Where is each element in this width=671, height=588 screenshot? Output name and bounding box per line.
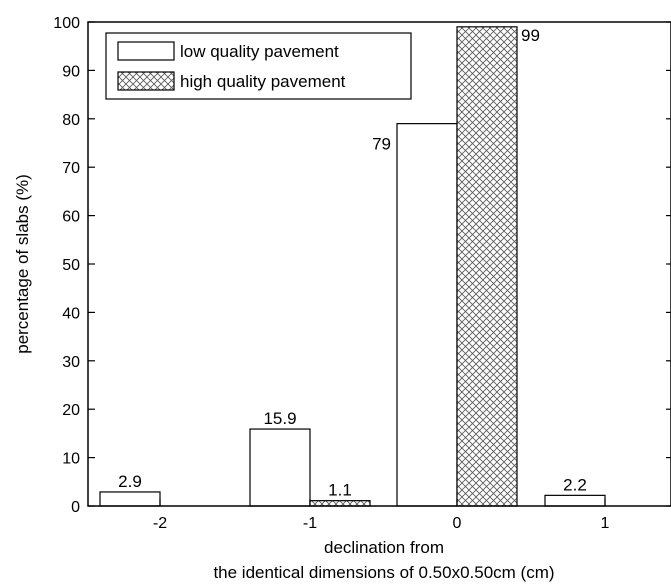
bar-low-quality-1 — [544, 494, 606, 507]
y-tick-label-10: 10 — [62, 451, 80, 468]
x-axis-label-line-1: declination from — [324, 538, 444, 557]
bar-low-quality--1 — [249, 428, 311, 507]
x-axis: -2 -1 0 1 — [153, 499, 610, 532]
bars-group — [99, 26, 606, 507]
data-label-low-quality--2: 2.9 — [118, 472, 142, 491]
y-axis: 0 10 20 30 40 50 60 70 80 90 100 — [53, 15, 671, 516]
y-tick-label-30: 30 — [62, 354, 80, 371]
y-axis-label: percentage of slabs (%) — [13, 174, 32, 354]
y-tick-label-100: 100 — [53, 15, 80, 32]
data-label-high-quality--1: 1.1 — [328, 481, 352, 500]
bar-low-quality--2 — [99, 491, 161, 507]
y-tick-label-50: 50 — [62, 257, 80, 274]
y-tick-label-90: 90 — [62, 63, 80, 80]
data-label-low-quality--1: 15.9 — [263, 409, 296, 428]
y-tick-label-0: 0 — [71, 499, 80, 516]
data-label-low-quality-1: 2.2 — [563, 475, 587, 494]
y-tick-label-40: 40 — [62, 305, 80, 322]
bar-high-quality-0 — [456, 26, 518, 507]
bar-high-quality--1 — [309, 500, 371, 507]
data-labels-group: 2.9 15.9 79 2.2 1.1 99 — [118, 26, 587, 500]
data-label-high-quality-0: 99 — [521, 26, 540, 45]
x-axis-label-line-2: the identical dimensions of 0.50x0.50cm … — [213, 563, 554, 582]
legend: low quality pavement high quality paveme… — [105, 32, 412, 100]
data-label-low-quality-0: 79 — [372, 135, 391, 154]
x-tick-label--2: -2 — [153, 515, 167, 532]
y-tick-label-70: 70 — [62, 160, 80, 177]
bar-low-quality-0 — [396, 123, 458, 507]
x-tick-label--1: -1 — [303, 515, 317, 532]
y-tick-label-20: 20 — [62, 402, 80, 419]
y-tick-label-60: 60 — [62, 209, 80, 226]
legend-label-high-quality: high quality pavement — [180, 72, 346, 91]
legend-swatch-low-quality — [117, 41, 175, 61]
x-tick-label-0: 0 — [453, 515, 462, 532]
legend-label-low-quality: low quality pavement — [180, 42, 339, 61]
x-tick-label-1: 1 — [601, 515, 610, 532]
legend-swatch-high-quality — [117, 71, 175, 91]
y-tick-label-80: 80 — [62, 112, 80, 129]
